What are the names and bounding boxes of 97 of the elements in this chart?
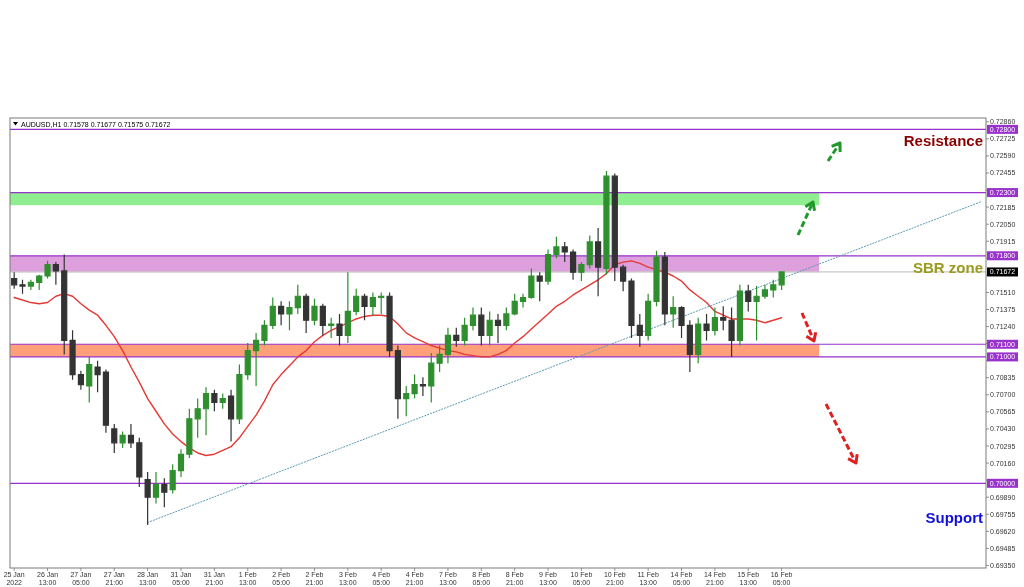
candlestick (269, 296, 276, 330)
candlestick (645, 293, 652, 342)
candlestick (461, 317, 468, 347)
candlestick (77, 370, 85, 391)
candlestick (227, 389, 235, 443)
candlestick (94, 360, 101, 393)
candlestick (494, 313, 502, 344)
candlestick (428, 352, 435, 404)
candlestick (578, 261, 585, 282)
candlestick (378, 291, 385, 315)
candlestick (44, 260, 51, 280)
candlestick (703, 313, 710, 342)
candlestick (586, 234, 593, 270)
candlestick (361, 293, 368, 321)
candlestick (19, 279, 26, 295)
candlestick (261, 319, 268, 347)
candlestick (628, 277, 635, 339)
candlestick (595, 227, 602, 297)
candlestick (753, 285, 760, 342)
candlestick (52, 261, 59, 286)
candlestick (311, 298, 318, 326)
candlestick (611, 173, 618, 282)
candlestick (202, 386, 210, 436)
candlestick (670, 295, 677, 329)
candlestick (444, 327, 452, 364)
candlestick (219, 392, 226, 410)
candlestick (169, 463, 176, 495)
candlestick (453, 327, 460, 348)
candlestick (394, 344, 401, 420)
candlestick (728, 307, 735, 358)
candlestick (620, 264, 627, 292)
annotation: Resistance (903, 131, 983, 149)
candlestick (294, 284, 301, 315)
candlestick (653, 250, 660, 307)
candlestick (177, 448, 185, 478)
candlestick (678, 305, 685, 339)
candlestick (536, 271, 543, 302)
candlestick (403, 385, 410, 417)
candlestick (319, 303, 326, 337)
candlestick (344, 271, 351, 344)
candlestick (303, 293, 310, 334)
candlestick (328, 317, 335, 339)
candlestick (553, 236, 560, 259)
candlestick (544, 248, 552, 286)
candlestick (69, 329, 76, 381)
candlestick (336, 313, 343, 347)
candlestick (569, 248, 577, 281)
candlestick (211, 389, 218, 412)
annotation: SBR zone (912, 258, 983, 276)
candlestick (369, 291, 376, 316)
candlestick (419, 376, 427, 397)
candlestick (119, 430, 126, 449)
candlestick (278, 300, 285, 326)
candlestick (244, 342, 251, 381)
line-series (13, 260, 783, 457)
candlestick (144, 471, 151, 526)
candlestick (152, 471, 160, 505)
candlestick (511, 293, 518, 316)
candlestick (252, 332, 260, 387)
candlestick (36, 274, 43, 291)
candlestick (711, 307, 718, 337)
candlestick (11, 271, 18, 290)
candlestick (27, 279, 34, 291)
candlestick (561, 241, 568, 263)
candlestick (695, 317, 702, 364)
candlestick (661, 251, 668, 326)
candlestick (61, 253, 68, 355)
candlestick (236, 363, 243, 425)
candlestick (686, 319, 693, 373)
candlestick (720, 305, 727, 331)
candlestick (127, 423, 135, 449)
candlestick (161, 477, 168, 508)
annotation: Support (925, 508, 983, 526)
candlestick (186, 408, 193, 459)
candlestick (745, 284, 752, 312)
candlestick (761, 284, 769, 300)
candlestick (353, 288, 360, 316)
candlestick (478, 307, 485, 347)
candlestick (486, 310, 493, 347)
candlestick (503, 307, 510, 331)
candlestick (519, 293, 527, 309)
candlestick (778, 270, 785, 291)
candlestick (770, 279, 777, 299)
candlestick (436, 344, 443, 373)
candlestick (736, 284, 744, 347)
candlestick (111, 423, 118, 454)
candlestick (603, 170, 610, 276)
candlestick (469, 307, 477, 331)
candlestick (136, 437, 143, 488)
candlestick (286, 300, 293, 331)
candlestick (636, 313, 643, 348)
candlestick (411, 374, 418, 400)
candlestick (528, 267, 535, 300)
candlestick (102, 368, 110, 434)
candlestick (386, 291, 393, 358)
candlestick (86, 356, 93, 404)
candlestick (194, 398, 201, 439)
